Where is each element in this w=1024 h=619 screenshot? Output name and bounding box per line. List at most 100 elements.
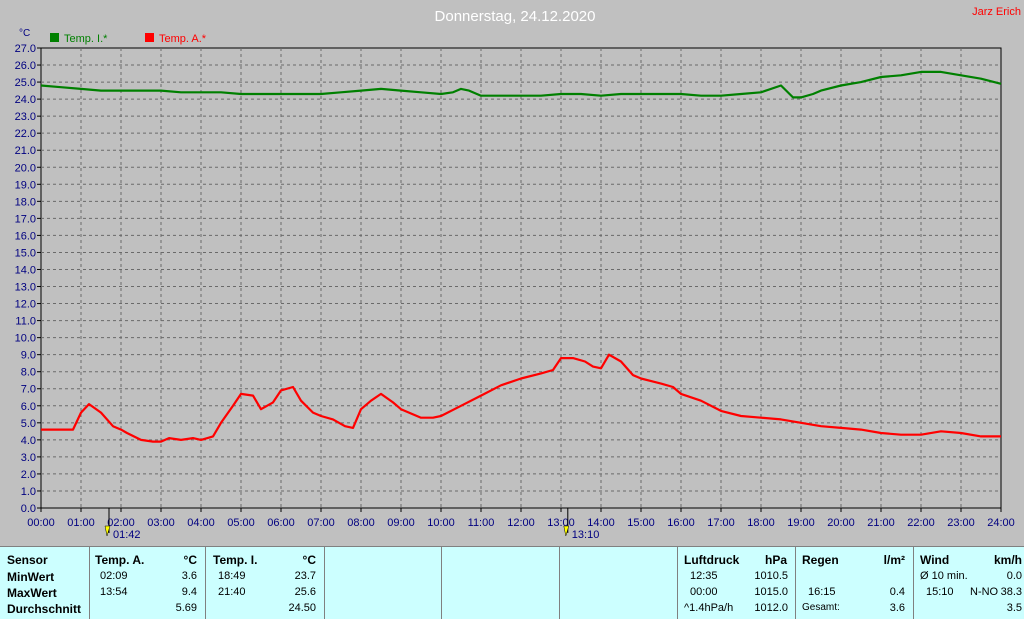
rain-max: 0.4 (889, 586, 905, 598)
stats-rain: Regen l/m² 16:15 0.4 Gesamt: 3.6 (796, 547, 914, 619)
rain-title: Regen (802, 553, 839, 567)
y-tick-label: 9.0 (21, 350, 36, 362)
y-tick-label: 0.0 (21, 503, 36, 515)
stats-labels: Sensor MinWert MaxWert Durchschnitt (0, 547, 90, 619)
temp-i-title: Temp. I. (213, 553, 258, 567)
pressure-current: 1012.0 (754, 602, 788, 614)
avg-label: Durchschnitt (7, 602, 82, 616)
temp-a-avg: 5.69 (175, 602, 197, 614)
wind-unit: km/h (993, 553, 1022, 567)
pressure-title: Luftdruck (684, 553, 740, 567)
event-markers: 01:42 13:10 (104, 508, 600, 541)
y-tick-label: 5.0 (21, 418, 36, 430)
x-tick-label: 16:00 (667, 517, 695, 529)
x-tick-label: 00:00 (27, 517, 55, 529)
temp-i-max-time: 21:40 (218, 586, 246, 598)
y-tick-label: 1.0 (21, 486, 36, 498)
statistics-panel: Sensor MinWert MaxWert Durchschnitt Temp… (0, 546, 1024, 619)
y-tick-label: 8.0 (21, 367, 36, 379)
y-tick-label: 11.0 (15, 316, 36, 328)
x-tick-label: 12:00 (507, 517, 535, 529)
y-tick-label: 17.0 (15, 213, 36, 225)
x-tick-label: 09:00 (387, 517, 415, 529)
legend-label-temp-i: Temp. I.* (64, 33, 108, 45)
series-line-temp-a (41, 353, 1001, 443)
stats-empty-2 (442, 547, 560, 619)
y-tick-label: 12.0 (15, 299, 36, 311)
x-tick-label: 13:00 (547, 517, 575, 529)
pressure-max-time: 00:00 (690, 586, 718, 598)
stats-pressure: Luftdruck hPa 12:35 1010.5 00:00 1015.0 … (678, 547, 796, 619)
stats-empty-3 (560, 547, 678, 619)
stats-empty-1 (325, 547, 442, 619)
temp-a-unit: °C (183, 553, 197, 567)
marker-label: 13:10 (572, 529, 600, 541)
lightning-icon (104, 525, 111, 537)
x-tick-label: 14:00 (587, 517, 615, 529)
y-tick-label: 6.0 (21, 401, 36, 413)
legend-label-temp-a: Temp. A.* (159, 33, 207, 45)
x-axis: 00:00 01:00 02:00 03:00 04:00 05:00 06:00 07:00… (27, 508, 1015, 529)
x-tick-label: 21:00 (867, 517, 895, 529)
rain-unit: l/m² (883, 553, 905, 567)
temp-i-unit: °C (302, 553, 316, 567)
y-tick-label: 22.0 (15, 128, 36, 140)
marker-label: 01:42 (113, 529, 141, 541)
x-tick-label: 18:00 (747, 517, 775, 529)
y-tick-label: 26.0 (15, 60, 36, 72)
temp-i-min-time: 18:49 (218, 570, 246, 582)
wind-title: Wind (920, 553, 950, 567)
rain-total: 3.6 (889, 602, 905, 614)
temp-a-max: 9.4 (181, 586, 197, 598)
y-axis-unit: °C (19, 28, 30, 39)
temp-a-min: 3.6 (181, 570, 197, 582)
x-tick-label: 02:00 (107, 517, 135, 529)
legend: Temp. I.* Temp. A.* (50, 33, 207, 45)
temperature-chart: 0.0 1.0 2.0 3.0 4.0 5.0 6.0 7.0 8.0 9.0 10.0 11.0 12… (15, 8, 1015, 541)
y-tick-label: 25.0 (15, 77, 36, 89)
min-label: MinWert (7, 570, 55, 584)
temp-a-max-time: 13:54 (100, 586, 128, 598)
x-tick-label: 15:00 (627, 517, 655, 529)
y-tick-label: 16.0 (15, 230, 36, 242)
wind-gust-dir: N-NO (970, 586, 999, 598)
x-tick-label: 01:00 (67, 517, 95, 529)
x-tick-label: 07:00 (307, 517, 335, 529)
temp-i-max: 25.6 (294, 586, 316, 598)
stats-temp-a: Temp. A. °C 02:09 3.6 13:54 9.4 5.69 (90, 547, 206, 619)
rain-total-label: Gesamt: (802, 602, 840, 613)
stats-temp-i: Temp. I. °C 18:49 23.7 21:40 25.6 24.50 (206, 547, 325, 619)
lightning-icon (563, 525, 570, 537)
wind-avg-label: Ø 10 min. (920, 570, 968, 582)
x-tick-label: 03:00 (147, 517, 175, 529)
pressure-unit: hPa (764, 553, 787, 567)
y-tick-label: 7.0 (21, 384, 36, 396)
legend-swatch-temp-a (145, 33, 154, 42)
x-tick-label: 11:00 (468, 517, 495, 529)
y-tick-label: 3.0 (21, 452, 36, 464)
y-tick-label: 2.0 (21, 469, 36, 481)
y-tick-label: 4.0 (21, 435, 36, 447)
pressure-trend: ^1.4hPa/h (684, 602, 734, 614)
y-tick-label: 15.0 (15, 247, 36, 259)
series-line-temp-i (40, 70, 1002, 99)
y-tick-label: 27.0 (15, 43, 36, 55)
x-tick-label: 19:00 (787, 517, 815, 529)
x-tick-label: 22:00 (907, 517, 935, 529)
y-tick-label: 23.0 (15, 111, 36, 123)
pressure-max: 1015.0 (754, 586, 788, 598)
x-tick-label: 23:00 (947, 517, 975, 529)
x-tick-label: 20:00 (827, 517, 855, 529)
x-tick-label: 24:00 (987, 517, 1015, 529)
author-label: Jarz Erich (972, 6, 1021, 18)
wind-value-3: 3.5 (1006, 602, 1022, 614)
stats-wind: Wind km/h Ø 10 min. 0.0 15:10 N-NO 38.3 … (914, 547, 1024, 619)
y-tick-label: 10.0 (15, 333, 36, 345)
temp-i-avg: 24.50 (288, 602, 316, 614)
series-lines (40, 70, 1002, 443)
x-tick-label: 06:00 (267, 517, 295, 529)
grid (41, 48, 1001, 508)
x-tick-label: 04:00 (187, 517, 215, 529)
sensor-header: Sensor (7, 553, 48, 567)
temp-i-min: 23.7 (294, 570, 316, 582)
